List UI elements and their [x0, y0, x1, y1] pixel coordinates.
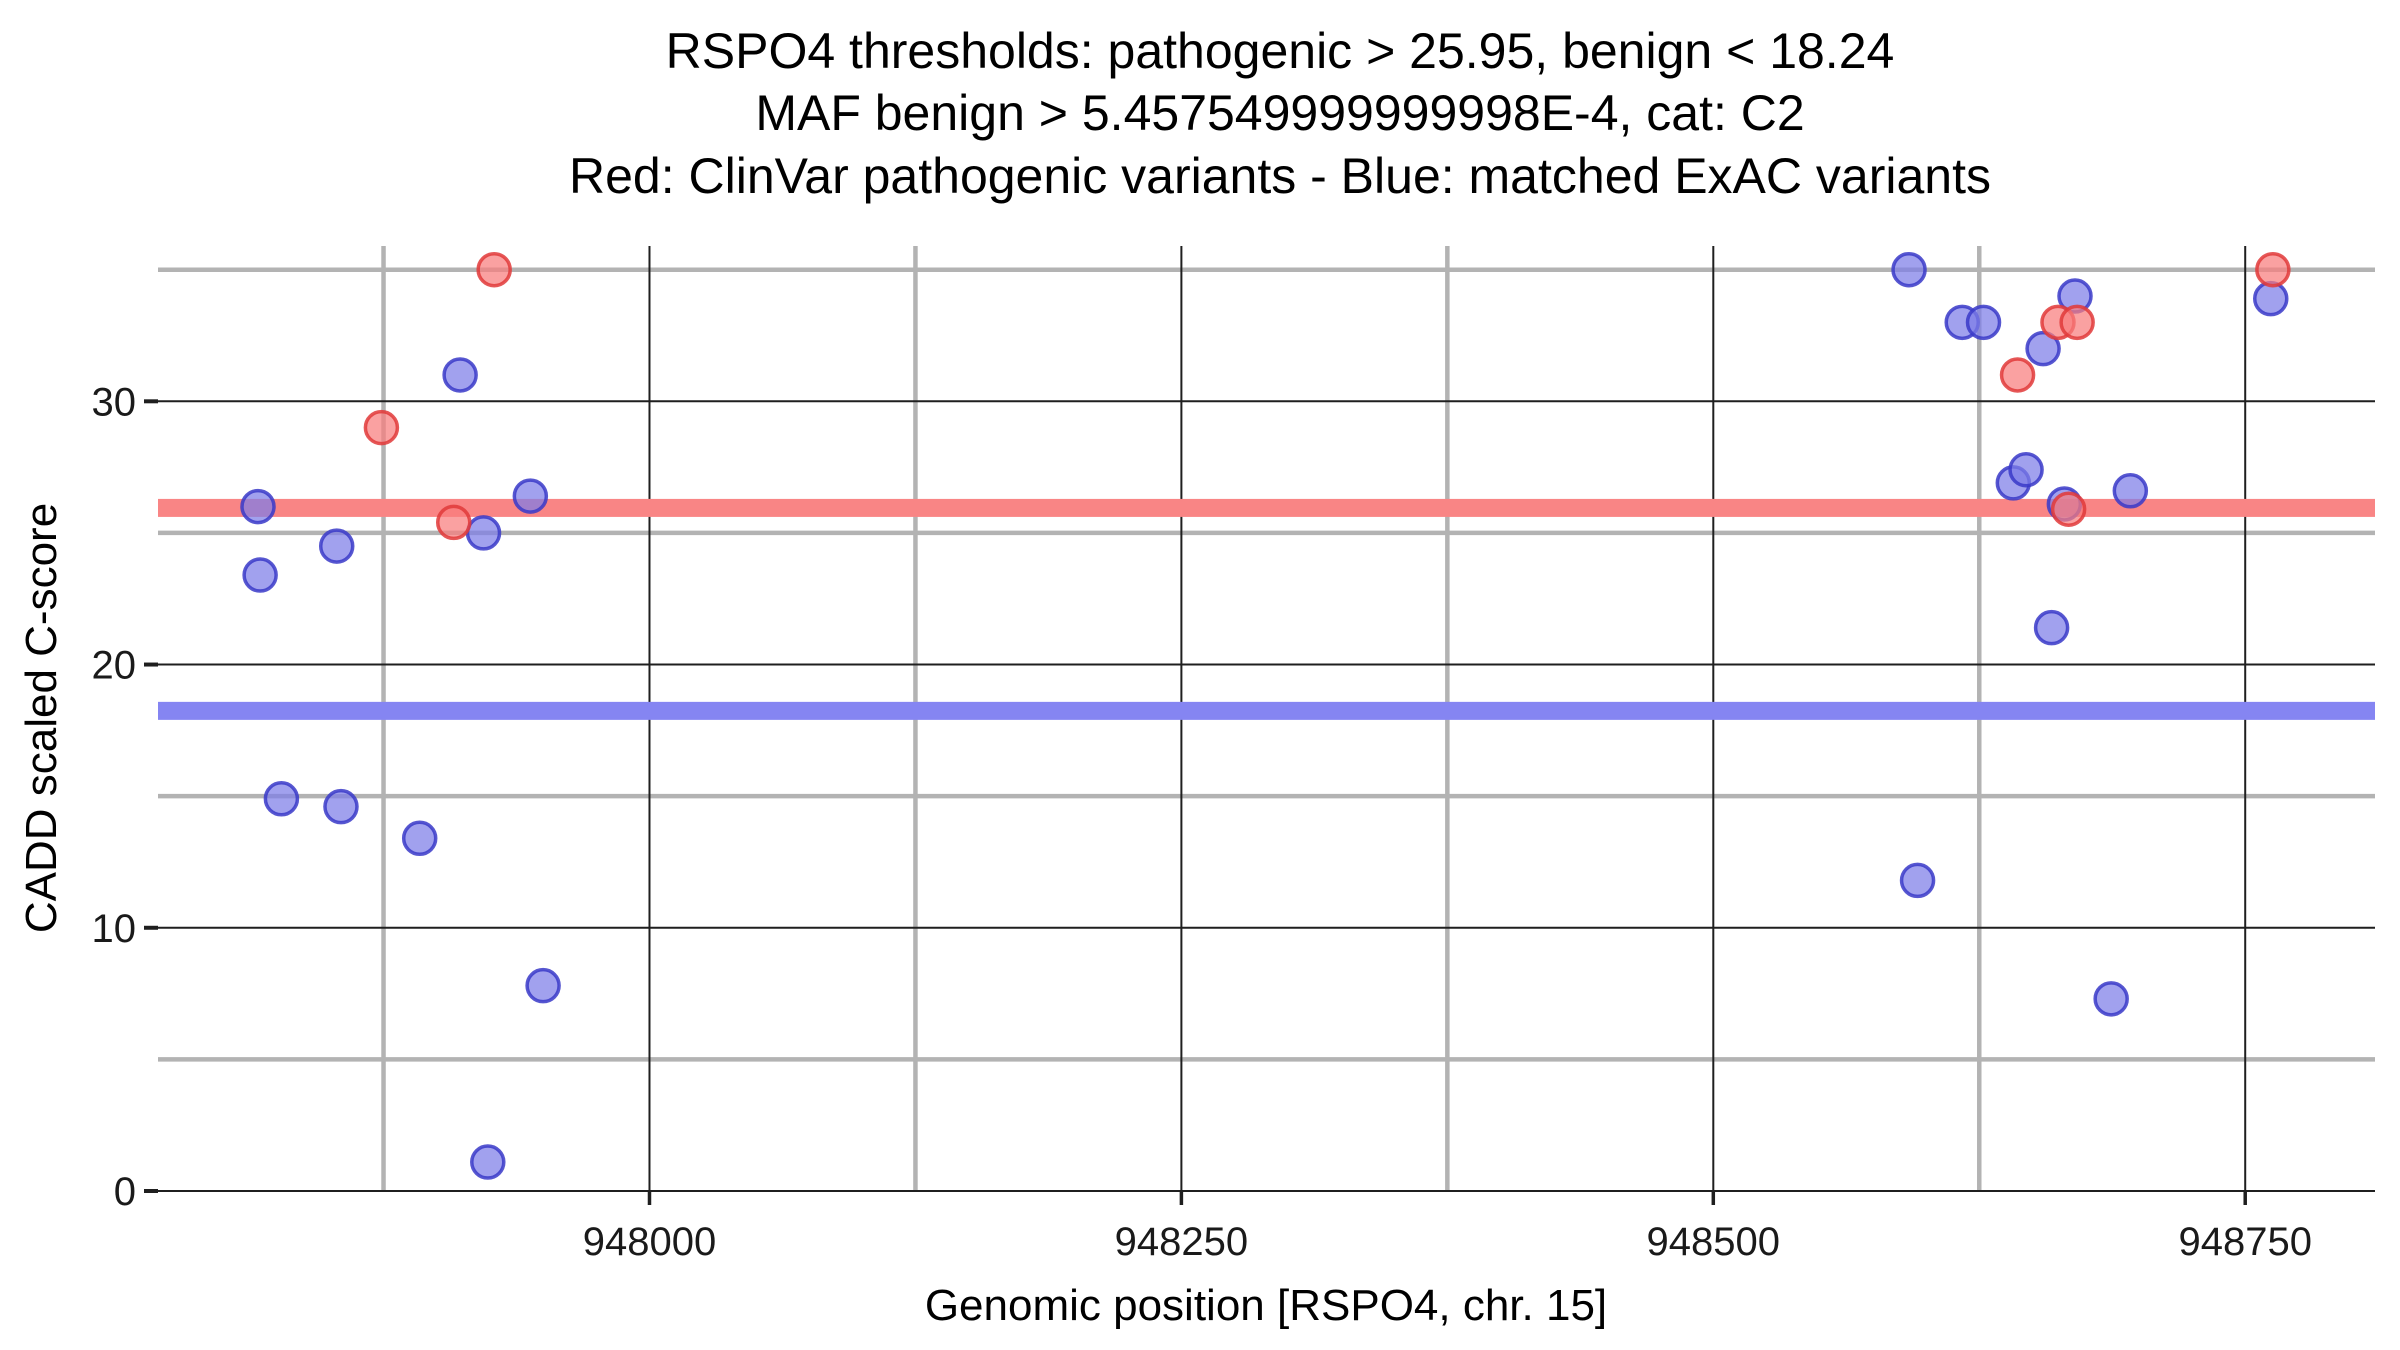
y-tick-label: 30 [92, 380, 137, 424]
data-point-exac-matched [2008, 451, 2044, 488]
data-point-exac-matched [512, 478, 549, 514]
data-point-exac-matched [2033, 609, 2070, 646]
data-point-exac-matched [470, 1144, 506, 1180]
data-point-clinvar-pathogenic [476, 251, 512, 288]
data-point-exac-matched [2252, 280, 2289, 317]
minor-grid-layer [158, 246, 2375, 1191]
data-point-layer [240, 251, 2291, 1180]
data-point-clinvar-pathogenic [2059, 304, 2095, 341]
major-grid-layer [158, 246, 2375, 1192]
chart-title-line-3: Red: ClinVar pathogenic variants - Blue:… [569, 148, 1991, 204]
y-tick-label: 10 [92, 907, 137, 951]
pathogenic-threshold-band [158, 498, 2375, 517]
data-point-exac-matched [263, 781, 300, 817]
data-point-exac-matched [240, 488, 276, 525]
data-point-exac-matched [1899, 862, 1936, 899]
threshold-band-layer [158, 498, 2375, 720]
data-point-exac-matched [2112, 473, 2149, 509]
x-tick-label: 948750 [2178, 1220, 2311, 1264]
tick-label-layer: 948000 948250 948500 948750 0 10 20 30 [92, 380, 2312, 1264]
data-point-exac-matched [318, 528, 355, 564]
data-point-exac-matched [2093, 981, 2129, 1017]
x-tick-label: 948250 [1115, 1220, 1248, 1264]
data-point-exac-matched [465, 515, 502, 551]
benign-threshold-band [158, 701, 2375, 720]
data-point-clinvar-pathogenic [2050, 491, 2087, 527]
data-point-exac-matched [401, 820, 438, 857]
data-point-exac-matched [1891, 251, 1927, 288]
data-point-clinvar-pathogenic [435, 504, 472, 541]
data-point-clinvar-pathogenic [2255, 251, 2291, 288]
data-point-exac-matched [323, 788, 359, 825]
x-axis-title: Genomic position [RSPO4, chr. 15] [925, 1281, 1607, 1330]
chart-title-line-2: MAF benign > 5.457549999999998E-4, cat: … [755, 85, 1804, 141]
y-axis-title: CADD scaled C-score [17, 503, 66, 933]
data-point-exac-matched [1965, 304, 2002, 341]
x-tick-label: 948000 [583, 1220, 716, 1264]
data-point-exac-matched [442, 357, 478, 393]
data-point-exac-matched [525, 967, 561, 1004]
y-tick-label: 0 [114, 1170, 136, 1214]
chart-title-line-1: RSPO4 thresholds: pathogenic > 25.95, be… [666, 23, 1895, 79]
tick-mark-layer [144, 399, 2247, 1205]
x-tick-label: 948500 [1647, 1220, 1780, 1264]
data-point-clinvar-pathogenic [363, 409, 400, 446]
data-point-exac-matched [2025, 330, 2061, 367]
data-point-clinvar-pathogenic [1999, 357, 2036, 393]
y-tick-label: 20 [92, 644, 137, 688]
data-point-exac-matched [242, 557, 278, 593]
